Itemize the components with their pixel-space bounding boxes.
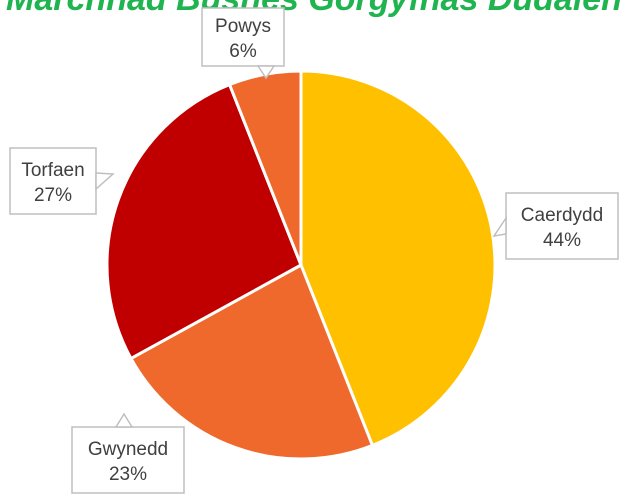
slice-label: Caerdydd <box>521 205 603 226</box>
callout-gwynedd: Gwynedd 23% <box>71 412 185 494</box>
callout-powys: Powys 6% <box>201 7 285 80</box>
slice-label: Gwynedd <box>88 439 168 460</box>
callout-pointer <box>256 65 276 80</box>
callout-torfaen: Torfaen 27% <box>9 147 115 215</box>
slice-percent: 23% <box>109 464 147 485</box>
pie-slice-torfaen <box>105 83 303 360</box>
callout-caerdydd: Caerdydd 44% <box>492 192 619 260</box>
slice-label: Powys <box>215 16 271 37</box>
callout-pointer <box>492 215 507 238</box>
pie-slice-caerdydd <box>299 69 497 447</box>
slice-label: Torfaen <box>21 160 84 181</box>
pie-slices <box>105 69 497 461</box>
callout-pointer <box>95 172 115 191</box>
slice-percent: 6% <box>229 41 257 62</box>
pie-slice-gwynedd <box>129 263 374 461</box>
callout-box <box>9 147 97 215</box>
callout-pointer <box>114 412 134 428</box>
callout-box <box>71 426 185 494</box>
slice-percent: 27% <box>34 185 72 206</box>
slice-callouts: Caerdydd 44% Gwynedd 23% Torfaen 27% Powys 6% <box>9 7 619 494</box>
slice-percent: 44% <box>543 230 581 251</box>
chart-title: Marchnad Busnes Gorgyfnas Dudalen <box>6 0 622 18</box>
callout-box <box>505 192 619 260</box>
callout-box <box>201 7 285 67</box>
